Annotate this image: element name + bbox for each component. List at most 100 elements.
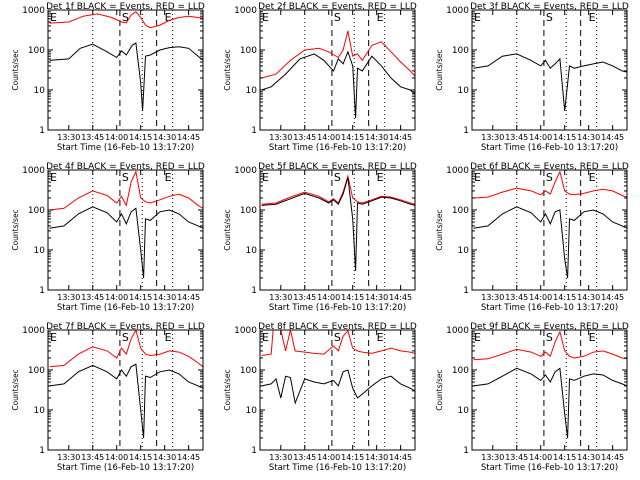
x-tick-label: 13:45	[505, 453, 528, 462]
y-axis-title: Counts/sec	[11, 49, 20, 90]
y-tick-label: 1000	[234, 326, 257, 336]
x-axis-title: Start Time (16-Feb-10 13:17:20)	[57, 303, 194, 313]
series-lld-line	[473, 330, 627, 361]
x-tick-label: 14:45	[601, 133, 624, 142]
series-events-line	[261, 369, 415, 405]
start-marker-label: S	[122, 331, 129, 344]
start-marker-label: S	[546, 11, 553, 24]
plot-frame	[259, 329, 416, 451]
x-tick-label: 14:30	[153, 453, 176, 462]
panel-title: Det 2f BLACK = Events, RED = LLD	[258, 2, 417, 12]
end-marker-label: E	[377, 331, 384, 344]
x-tick-label: 14:45	[389, 453, 412, 462]
panel-title: Det 5f BLACK = Events, RED = LLD	[258, 162, 417, 172]
x-tick-label: 14:30	[153, 293, 176, 302]
x-tick-label: 14:30	[577, 293, 600, 302]
x-axis-title: Start Time (16-Feb-10 13:17:20)	[481, 143, 618, 153]
x-tick-label: 14:45	[177, 453, 200, 462]
panel-corner-end-label: E	[262, 11, 269, 24]
x-tick-label: 14:15	[129, 453, 152, 462]
panel-det-5: S E E 1 10 100 1000 13:30 13:45 14:00 14:15 14:30 14…	[223, 162, 417, 313]
y-tick-label: 10	[246, 406, 258, 416]
panel-corner-end-label: E	[50, 331, 57, 344]
end-marker-label: E	[165, 11, 172, 24]
x-tick-label: 13:30	[481, 293, 504, 302]
x-tick-label: 13:45	[293, 133, 316, 142]
x-tick-label: 14:15	[553, 453, 576, 462]
series-events-line	[49, 206, 203, 279]
x-tick-label: 13:30	[57, 133, 80, 142]
start-marker-label: S	[122, 11, 129, 24]
series-events-line	[473, 53, 627, 111]
y-tick-label: 1	[39, 286, 45, 296]
panel-corner-end-label: E	[474, 331, 481, 344]
end-marker-label: E	[165, 171, 172, 184]
plot-frame	[471, 169, 628, 291]
panel-title: Det 1f BLACK = Events, RED = LLD	[46, 2, 205, 12]
x-tick-label: 14:15	[129, 293, 152, 302]
y-axis-title: Counts/sec	[11, 369, 20, 410]
x-axis-title: Start Time (16-Feb-10 13:17:20)	[57, 143, 194, 153]
x-tick-label: 14:45	[601, 293, 624, 302]
x-tick-label: 13:30	[481, 453, 504, 462]
x-axis-title: Start Time (16-Feb-10 13:17:20)	[269, 143, 406, 153]
panel-det-1: S E E 1 10 100 1000 13:30 13:45 14:00 14:15 14:30 14…	[11, 2, 205, 153]
x-axis-title: Start Time (16-Feb-10 13:17:20)	[481, 303, 618, 313]
panel-title: Det 6f BLACK = Events, RED = LLD	[470, 162, 629, 172]
y-tick-label: 1000	[446, 6, 469, 16]
x-tick-label: 14:00	[105, 133, 128, 142]
x-tick-label: 14:00	[529, 293, 552, 302]
end-marker-label: E	[165, 331, 172, 344]
y-tick-label: 1	[463, 446, 469, 456]
x-tick-label: 14:15	[553, 133, 576, 142]
y-tick-label: 100	[452, 46, 469, 56]
panel-title: Det 4f BLACK = Events, RED = LLD	[46, 162, 205, 172]
plot-frame	[47, 9, 204, 131]
start-marker-label: S	[334, 331, 341, 344]
y-tick-label: 1	[39, 446, 45, 456]
x-tick-label: 14:15	[129, 133, 152, 142]
start-marker-label: S	[546, 171, 553, 184]
series-events-line	[473, 367, 627, 439]
y-tick-label: 1000	[234, 166, 257, 176]
plot-frame	[259, 9, 416, 131]
panel-corner-end-label: E	[262, 171, 269, 184]
panel-det-3: S E E 1 10 100 1000 13:30 13:45 14:00 14:15 14:30 14…	[435, 2, 629, 153]
plot-frame	[471, 9, 628, 131]
y-tick-label: 1	[251, 446, 257, 456]
x-tick-label: 14:30	[577, 453, 600, 462]
y-tick-label: 10	[34, 406, 46, 416]
panel-det-4: S E E 1 10 100 1000 13:30 13:45 14:00 14:15 14:30 14…	[11, 162, 205, 313]
x-tick-label: 13:45	[81, 293, 104, 302]
y-tick-label: 1	[39, 126, 45, 136]
series-lld-line	[49, 170, 203, 211]
panel-corner-end-label: E	[50, 11, 57, 24]
start-marker-label: S	[334, 171, 341, 184]
y-tick-label: 100	[28, 46, 45, 56]
y-axis-title: Counts/sec	[435, 369, 444, 410]
series-events-line	[473, 206, 627, 279]
x-tick-label: 14:45	[389, 133, 412, 142]
x-tick-label: 13:45	[81, 133, 104, 142]
x-tick-label: 14:30	[365, 133, 388, 142]
panel-title: Det 7f BLACK = Events, RED = LLD	[46, 322, 205, 332]
y-tick-label: 100	[452, 206, 469, 216]
y-tick-label: 100	[240, 366, 257, 376]
y-axis-title: Counts/sec	[435, 209, 444, 250]
plot-frame	[471, 329, 628, 451]
series-lld-line	[261, 330, 415, 356]
series-events-line	[261, 50, 415, 119]
y-tick-label: 10	[458, 246, 470, 256]
x-tick-label: 14:00	[317, 453, 340, 462]
series-lld-line	[473, 170, 627, 199]
y-tick-label: 1000	[234, 6, 257, 16]
series-lld-line	[49, 11, 203, 29]
x-tick-label: 14:15	[341, 133, 364, 142]
panel-corner-end-label: E	[474, 11, 481, 24]
end-marker-label: E	[589, 331, 596, 344]
x-axis-title: Start Time (16-Feb-10 13:17:20)	[57, 463, 194, 473]
y-axis-title: Counts/sec	[11, 209, 20, 250]
plot-frame	[47, 169, 204, 291]
